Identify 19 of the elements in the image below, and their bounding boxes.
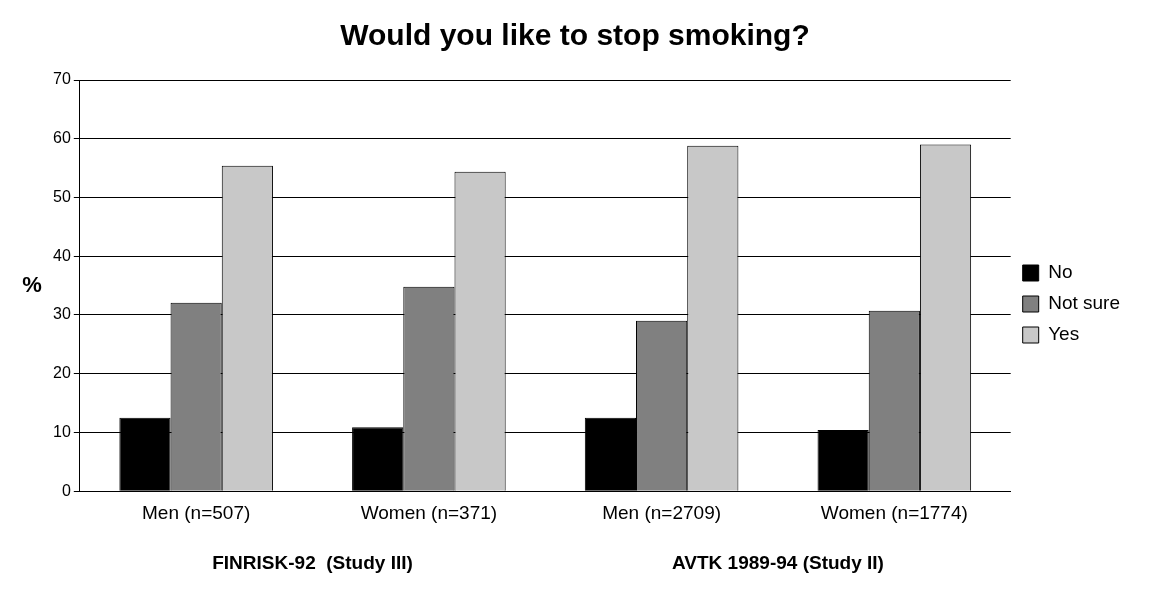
y-tick-label: 60 <box>53 129 71 147</box>
y-tick-label: 0 <box>61 481 71 499</box>
legend-label: Yes <box>1048 323 1080 345</box>
legend-label: No <box>1048 261 1073 283</box>
x-tick-label: Women (n=1774) <box>820 501 968 523</box>
text: AVTK 1989-94 (Study II) <box>672 551 884 573</box>
x-tick-label: Women (n=371) <box>360 501 498 523</box>
y-tick-label: 50 <box>53 187 71 205</box>
x-tick-label: Men (n=2709) <box>602 501 722 523</box>
y-axis-title: % <box>22 271 42 297</box>
y-tick-label: 30 <box>53 305 71 323</box>
y-tick-label: 10 <box>53 422 71 440</box>
y-tick-label: 40 <box>53 246 71 264</box>
y-tick-label: 70 <box>53 70 71 88</box>
x-tick-label: Men (n=507) <box>142 501 251 523</box>
y-tick-label: 20 <box>53 364 71 382</box>
chart-title: Would you like to stop smoking? <box>339 17 811 53</box>
legend-label: Not sure <box>1048 292 1121 314</box>
text: FINRISK-92 (Study III) <box>212 551 413 573</box>
